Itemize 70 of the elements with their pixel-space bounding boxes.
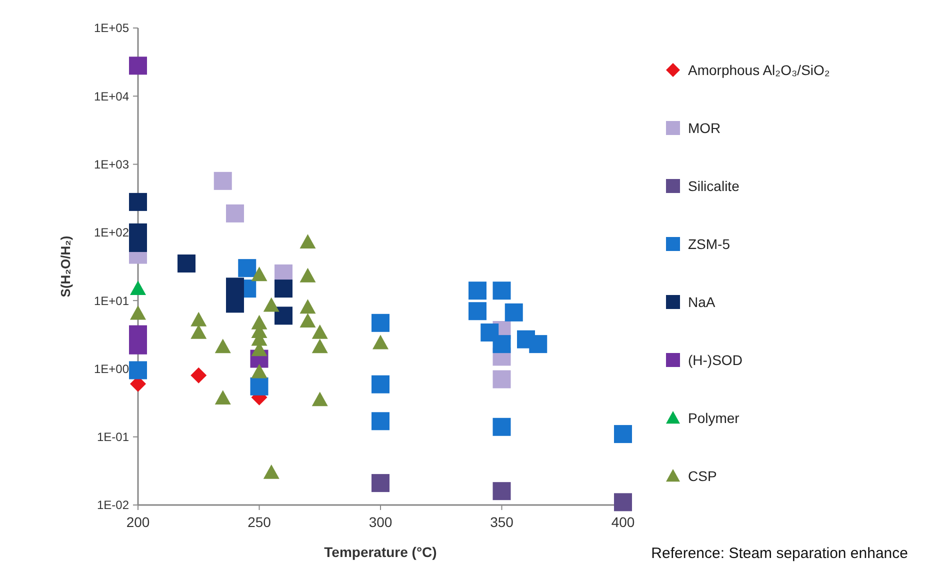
y-tick-label: 1E+03	[94, 157, 130, 172]
legend-label: NaA	[688, 294, 716, 310]
x-tick-label: 200	[126, 514, 150, 530]
point	[300, 234, 316, 249]
point	[372, 375, 390, 394]
point	[492, 418, 511, 436]
point	[492, 370, 511, 388]
point	[372, 314, 390, 332]
y-tick-label: 1E-01	[96, 430, 130, 444]
y-tick-label: 1E-02	[96, 498, 130, 512]
x-tick-label: 250	[248, 514, 272, 530]
point	[312, 324, 328, 339]
point	[529, 335, 548, 354]
point	[263, 297, 280, 312]
legend-label: ZSM-5	[688, 236, 730, 252]
x-tick-label: 350	[490, 514, 514, 530]
point	[468, 302, 486, 320]
x-axis-title: Temperature (°C)	[324, 544, 437, 560]
point	[129, 192, 147, 211]
point	[300, 299, 316, 314]
point	[274, 306, 292, 325]
point	[614, 425, 632, 444]
legend-label: (H-)SOD	[688, 352, 742, 368]
point	[190, 367, 207, 384]
point	[300, 268, 316, 282]
point	[251, 266, 268, 282]
point	[468, 282, 486, 300]
legend-label: Amorphous Al₂O₃/SiO₂	[688, 62, 830, 78]
point	[238, 259, 256, 278]
point	[312, 392, 328, 406]
y-tick-label: 1E+00	[94, 362, 130, 376]
legend-label: CSP	[688, 468, 717, 484]
y-tick-label: 1E+04	[94, 89, 130, 104]
point	[300, 313, 316, 328]
point	[251, 364, 268, 378]
point	[492, 282, 511, 300]
point	[492, 482, 511, 500]
point	[190, 312, 207, 326]
text: Reference: Steam separation enhance	[651, 545, 908, 562]
point	[372, 412, 390, 430]
point	[226, 204, 244, 222]
point	[614, 493, 632, 512]
y-tick-label: 1E+05	[94, 21, 130, 36]
point	[129, 361, 147, 380]
point	[250, 377, 268, 396]
point	[129, 56, 147, 75]
legend-label: MOR	[688, 120, 721, 136]
point	[372, 474, 390, 492]
point	[226, 294, 244, 313]
point	[226, 278, 244, 296]
point	[130, 305, 146, 320]
point	[214, 172, 232, 190]
point	[312, 338, 328, 354]
legend-label: Polymer	[688, 410, 740, 426]
point	[504, 303, 523, 322]
point	[178, 254, 196, 272]
y-tick-label: 1E+01	[94, 294, 130, 308]
point	[492, 335, 511, 354]
point	[274, 280, 292, 298]
y-tick-label: 1E+02	[94, 226, 130, 240]
y-axis-title: S(H₂O/H₂)	[58, 236, 73, 298]
point	[190, 324, 207, 339]
x-tick-label: 400	[611, 514, 635, 530]
point	[214, 338, 231, 354]
point	[263, 464, 280, 479]
x-tick-label: 300	[368, 514, 392, 530]
point	[372, 334, 388, 350]
point	[130, 280, 146, 295]
point	[214, 390, 231, 405]
legend-label: Silicalite	[688, 178, 740, 194]
